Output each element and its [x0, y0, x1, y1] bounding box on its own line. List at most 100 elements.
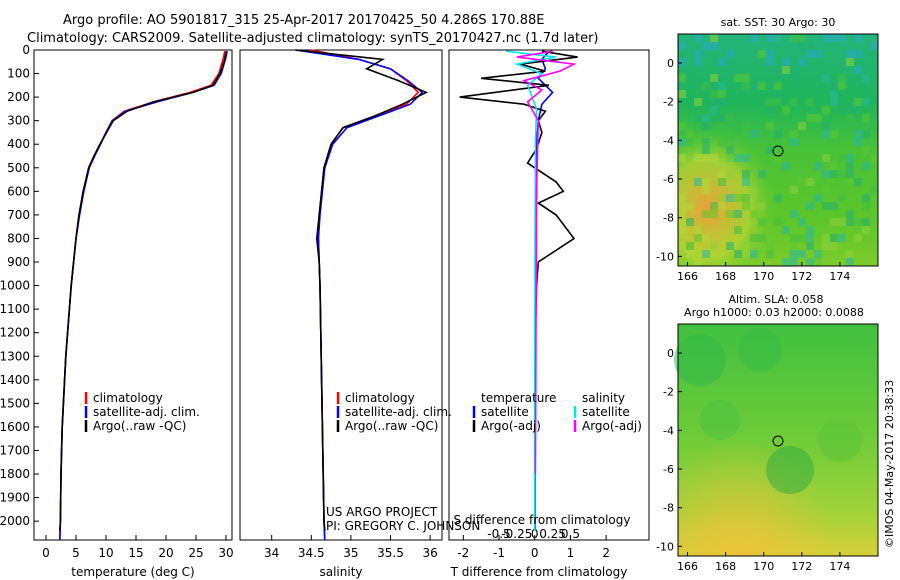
- sst-cell: [854, 106, 862, 114]
- sst-map-title: sat. SST: 30 Argo: 30: [721, 16, 836, 29]
- sst-cell: [718, 98, 726, 106]
- sst-cell: [694, 50, 702, 58]
- sst-cell: [710, 98, 718, 106]
- sst-cell: [846, 162, 854, 170]
- sst-cell: [798, 234, 806, 242]
- sst-cell: [854, 50, 862, 58]
- sst-cell: [854, 234, 862, 242]
- sst-cell: [702, 234, 710, 242]
- sst-cell: [758, 82, 766, 90]
- sst-cell: [678, 50, 686, 58]
- sst-cell: [742, 194, 750, 202]
- sst-cell: [862, 146, 870, 154]
- legend-label-climatology: climatology: [345, 391, 415, 405]
- sst-cell: [710, 202, 718, 210]
- sst-cell: [734, 226, 742, 234]
- sst-cell: [790, 250, 798, 258]
- difference-x-ticks: -2 -1 0 1 2: [457, 535, 610, 560]
- map-y-tick-label: -6: [663, 173, 674, 186]
- y-tick-label: 1300: [0, 349, 30, 363]
- sst-cell: [742, 242, 750, 250]
- difference-lines: [459, 50, 578, 531]
- sst-cell: [742, 74, 750, 82]
- sst-cell: [862, 114, 870, 122]
- sst-cell: [774, 90, 782, 98]
- sst-cell: [846, 154, 854, 162]
- sst-cell: [846, 258, 854, 266]
- y-tick-label: 500: [7, 161, 30, 175]
- sst-map-hotspot: [678, 34, 878, 266]
- sst-cell: [774, 218, 782, 226]
- series-climatology: [59, 51, 226, 541]
- sst-cell: [718, 202, 726, 210]
- x-tick-label: -2: [457, 546, 469, 560]
- temperature-x-ticks: 0 5 10 15 20 25 30: [42, 535, 234, 560]
- x-tick-label: 25: [188, 546, 203, 560]
- legend-title-temperature: temperature: [481, 391, 556, 405]
- sst-cell: [766, 106, 774, 114]
- sst-cell: [742, 178, 750, 186]
- sst-cell: [854, 98, 862, 106]
- sst-cell: [822, 154, 830, 162]
- map-y-tick-label: -2: [663, 96, 674, 109]
- series-salinity-argo-adj-: [516, 50, 577, 475]
- sst-cell: [710, 106, 718, 114]
- x-tick-label: 2: [602, 546, 610, 560]
- sst-cell: [806, 234, 814, 242]
- sst-cell: [822, 170, 830, 178]
- sst-cell: [790, 34, 798, 42]
- sst-cell: [830, 242, 838, 250]
- series-salinity-satellite: [506, 50, 557, 531]
- map-y-tick-label: -6: [663, 463, 674, 476]
- difference-x2label: S difference from climatology: [454, 513, 631, 527]
- sst-cell: [694, 114, 702, 122]
- sst-cell: [702, 146, 710, 154]
- y-tick-label: 1700: [0, 443, 30, 457]
- salinity-x-ticks: 34 34.5 35 35.5 36: [264, 535, 438, 560]
- y-tick-label: 600: [7, 184, 30, 198]
- sst-cell: [750, 210, 758, 218]
- sst-cell: [782, 258, 790, 266]
- sst-cell: [838, 194, 846, 202]
- x-tick-label: 5: [72, 546, 80, 560]
- x2-tick-label: -0.5: [487, 527, 510, 541]
- sst-cell: [846, 50, 854, 58]
- sst-cell: [766, 146, 774, 154]
- sst-cell: [686, 74, 694, 82]
- sst-cell: [718, 90, 726, 98]
- sst-cell: [798, 58, 806, 66]
- sst-cell: [790, 98, 798, 106]
- sst-cell: [686, 138, 694, 146]
- sst-cell: [774, 130, 782, 138]
- sla-blob: [700, 400, 740, 440]
- sst-cell: [854, 178, 862, 186]
- sst-cell: [846, 250, 854, 258]
- sst-cell: [862, 202, 870, 210]
- salinity-lines: [295, 49, 429, 541]
- sst-cell: [678, 218, 686, 226]
- sst-cell: [710, 34, 718, 42]
- temperature-panel: 0100200300400500600700800900100011001200…: [0, 43, 234, 579]
- sst-cell: [854, 138, 862, 146]
- sst-cell: [806, 226, 814, 234]
- sst-cell: [678, 226, 686, 234]
- sst-cell: [862, 74, 870, 82]
- sst-cell: [686, 122, 694, 130]
- sst-cell: [774, 82, 782, 90]
- map-x-tick-label: 170: [753, 270, 774, 283]
- y-tick-label: 1000: [0, 279, 30, 293]
- sst-cell: [838, 234, 846, 242]
- sst-cell: [766, 122, 774, 130]
- sst-cell: [798, 178, 806, 186]
- sst-cell: [790, 138, 798, 146]
- sst-cell: [830, 218, 838, 226]
- sst-cell: [678, 202, 686, 210]
- sst-cell: [830, 90, 838, 98]
- sst-map-cells: [678, 34, 878, 266]
- sst-cell: [782, 106, 790, 114]
- sst-cell: [726, 154, 734, 162]
- map-x-tick-label: 174: [829, 270, 850, 283]
- legend-title-salinity: salinity: [582, 391, 625, 405]
- sst-cell: [822, 122, 830, 130]
- sst-cell: [862, 82, 870, 90]
